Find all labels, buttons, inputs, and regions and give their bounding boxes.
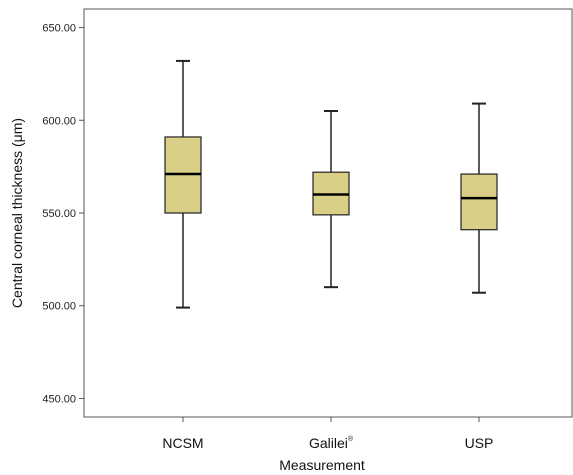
x-tick-label-galilei: Galilei® — [309, 435, 354, 451]
y-tick-label: 550.00 — [42, 208, 76, 220]
registered-mark: ® — [348, 435, 354, 443]
y-tick-label: 650.00 — [42, 23, 76, 35]
box-galilei — [312, 110, 350, 289]
iqr-box — [460, 173, 498, 231]
box-series — [164, 59, 498, 309]
y-axis: 450.00 500.00 550.00 600.00 650.00 — [42, 23, 84, 405]
y-tick-label: 500.00 — [42, 301, 76, 313]
box-ncsm — [164, 59, 202, 309]
x-axis: NCSM Galilei® USP — [162, 417, 493, 451]
box-usp — [460, 102, 498, 294]
y-tick-label: 450.00 — [42, 393, 76, 405]
y-tick-label: 600.00 — [42, 115, 76, 127]
x-tick-label-ncsm: NCSM — [162, 435, 203, 451]
x-axis-title: Measurement — [279, 457, 365, 473]
y-axis-title: Central corneal thickness (μm) — [9, 118, 25, 308]
x-tick-label-usp: USP — [465, 435, 494, 451]
